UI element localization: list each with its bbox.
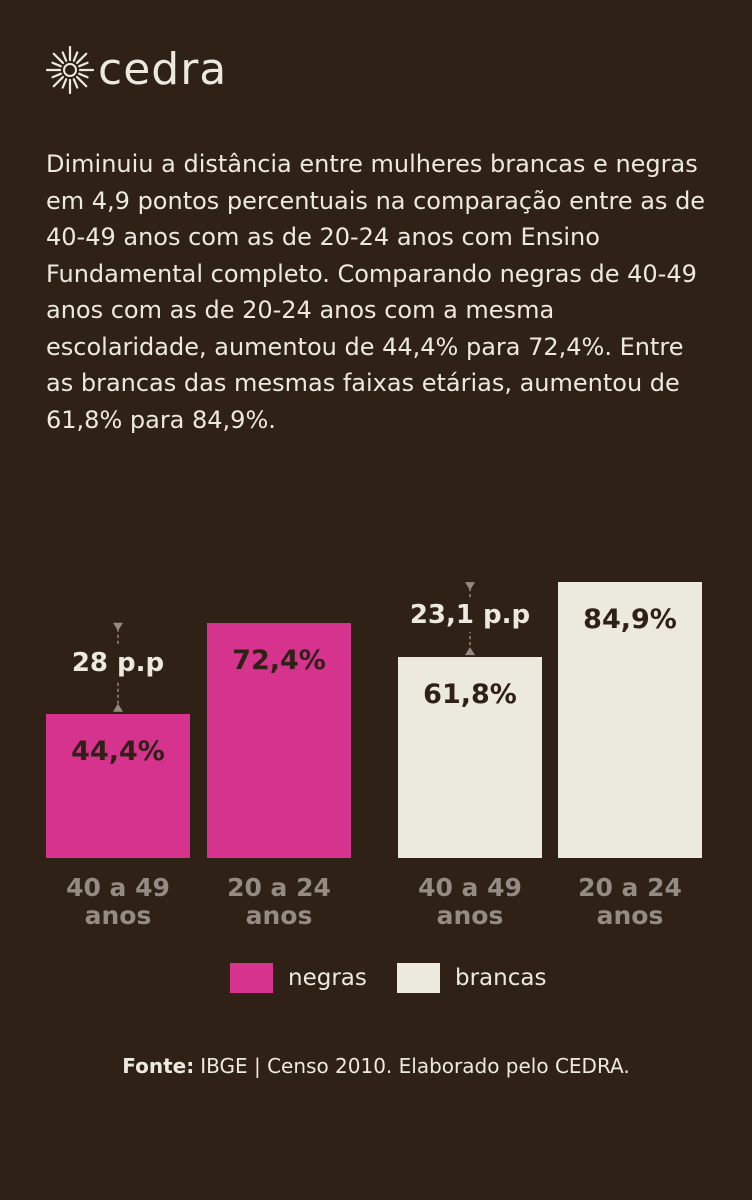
x-tick-label: 20 a 24 anos <box>578 873 682 930</box>
value-label: 84,9% <box>583 604 677 636</box>
arrow-head <box>465 647 475 656</box>
gap-label: 28 p.p <box>46 646 190 681</box>
value-label: 61,8% <box>423 679 517 711</box>
source-label: Fonte: <box>122 1054 195 1078</box>
legend-label: brancas <box>455 965 547 991</box>
source-text: IBGE | Censo 2010. Elaborado pelo CEDRA. <box>200 1054 630 1078</box>
logo-ray <box>78 61 89 68</box>
bar <box>398 657 542 858</box>
bar <box>46 713 190 858</box>
logo-ray <box>52 75 65 88</box>
bar <box>558 582 702 858</box>
value-label: 72,4% <box>232 644 326 676</box>
logo-ray <box>61 78 68 89</box>
arrow-head <box>465 582 475 591</box>
logo-ray <box>61 51 68 62</box>
logo-ray <box>75 75 88 88</box>
x-tick-label: 40 a 49 anos <box>418 873 522 930</box>
logo-ray <box>51 72 62 79</box>
bar <box>207 622 351 858</box>
x-tick-label: 40 a 49 anos <box>66 873 170 930</box>
legend-label: negras <box>288 965 367 991</box>
legend-swatch <box>230 963 273 993</box>
logo-ray <box>72 78 79 89</box>
legend-swatch <box>397 963 440 993</box>
brand: cedra <box>98 44 228 95</box>
description: Diminuiu a distância entre mulheres bran… <box>46 150 706 434</box>
logo-ray <box>75 52 88 65</box>
logo-ray <box>52 52 65 65</box>
logo-ray <box>78 72 89 79</box>
logo-icon <box>46 46 94 94</box>
arrow-head <box>113 622 123 631</box>
arrow-head <box>113 703 123 712</box>
logo-ray <box>72 51 79 62</box>
value-label: 44,4% <box>71 735 165 767</box>
x-tick-label: 20 a 24 anos <box>227 873 331 930</box>
logo-ray <box>51 61 62 68</box>
gap-label: 23,1 p.p <box>398 597 542 632</box>
source: Fonte: IBGE | Censo 2010. Elaborado pelo … <box>0 1054 752 1078</box>
